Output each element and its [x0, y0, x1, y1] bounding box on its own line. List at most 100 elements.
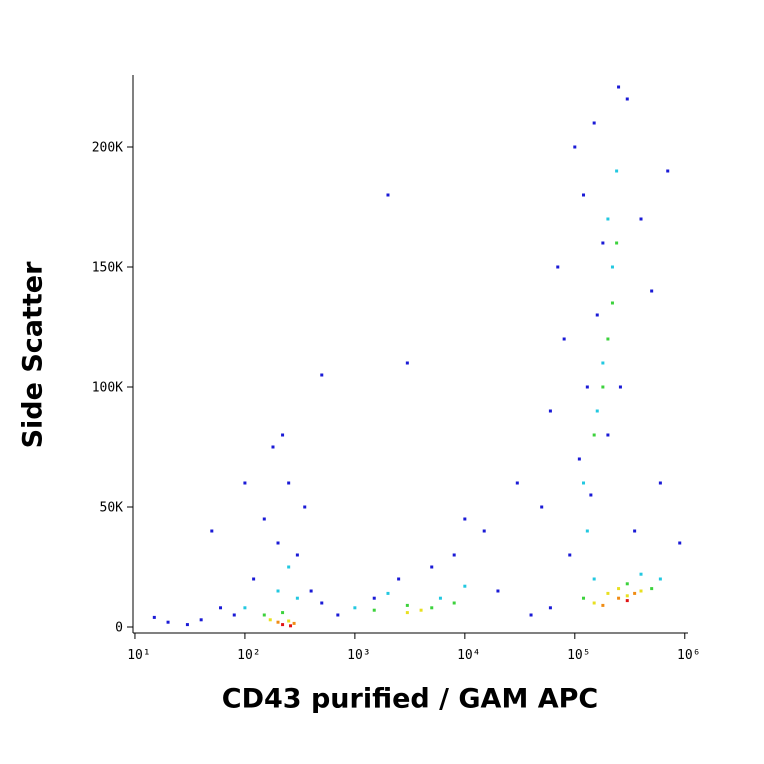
point [639, 589, 643, 593]
point [386, 591, 390, 595]
point [601, 361, 605, 365]
point [601, 241, 605, 245]
point [639, 217, 643, 221]
point [185, 623, 189, 627]
point [582, 481, 586, 485]
point [595, 409, 599, 413]
point [610, 301, 614, 305]
point [625, 594, 629, 598]
point [482, 529, 486, 533]
x-tick-label: 10² [237, 648, 260, 663]
point [592, 121, 596, 125]
point [639, 572, 643, 576]
point [372, 608, 376, 612]
point [430, 606, 434, 610]
point [606, 591, 610, 595]
y-tick-label: 100K [92, 381, 123, 396]
point [281, 623, 285, 627]
point [289, 624, 293, 628]
point [276, 620, 280, 624]
x-tick-label: 10⁴ [457, 648, 480, 663]
point [625, 582, 629, 586]
point [405, 361, 409, 365]
y-tick-label: 0 [115, 621, 123, 636]
point [210, 529, 214, 533]
point [281, 433, 285, 437]
point [592, 577, 596, 581]
point [548, 409, 552, 413]
point [617, 596, 621, 600]
point [199, 618, 203, 622]
y-axis-label: Side Scatter [18, 261, 49, 449]
point [601, 385, 605, 389]
y-tick-label: 200K [92, 141, 123, 156]
point [595, 313, 599, 317]
point [589, 493, 593, 497]
point [452, 601, 456, 605]
point [303, 505, 307, 509]
point [573, 145, 577, 149]
point [658, 577, 662, 581]
point [615, 241, 619, 245]
point [262, 517, 266, 521]
point [243, 606, 247, 610]
point [658, 481, 662, 485]
point [666, 169, 670, 173]
point [219, 606, 223, 610]
point [625, 599, 629, 603]
point [610, 265, 614, 269]
point [320, 601, 324, 605]
point [592, 601, 596, 605]
point [252, 577, 256, 581]
point [309, 589, 313, 593]
point [287, 619, 291, 623]
point [386, 193, 390, 197]
point [548, 606, 552, 610]
y-tick-label: 150K [92, 261, 123, 276]
point [540, 505, 544, 509]
point [582, 596, 586, 600]
point [336, 613, 340, 617]
point [606, 217, 610, 221]
point [166, 620, 170, 624]
point [463, 584, 467, 588]
point [678, 541, 682, 545]
point [405, 611, 409, 615]
point [243, 481, 247, 485]
point [281, 611, 285, 615]
point [585, 385, 589, 389]
point [419, 608, 423, 612]
y-tick-label: 50K [100, 501, 124, 516]
point [615, 169, 619, 173]
point [592, 433, 596, 437]
point [438, 596, 442, 600]
point [292, 621, 296, 625]
x-tick-label: 10⁵ [567, 648, 590, 663]
point [617, 587, 621, 591]
point [271, 445, 275, 449]
point [262, 613, 266, 617]
point [606, 337, 610, 341]
point [295, 553, 299, 557]
point [276, 589, 280, 593]
point [320, 373, 324, 377]
point [618, 385, 622, 389]
point [556, 265, 560, 269]
point [562, 337, 566, 341]
point [405, 603, 409, 607]
point [397, 577, 401, 581]
point [650, 587, 654, 591]
x-tick-label: 10³ [347, 648, 370, 663]
x-axis-label: CD43 purified / GAM APC [222, 684, 598, 715]
point [650, 289, 654, 293]
point [295, 596, 299, 600]
point [577, 457, 581, 461]
point [606, 433, 610, 437]
point [463, 517, 467, 521]
point [515, 481, 519, 485]
point [268, 618, 272, 622]
point [529, 613, 533, 617]
point [372, 596, 376, 600]
point [452, 553, 456, 557]
point [430, 565, 434, 569]
